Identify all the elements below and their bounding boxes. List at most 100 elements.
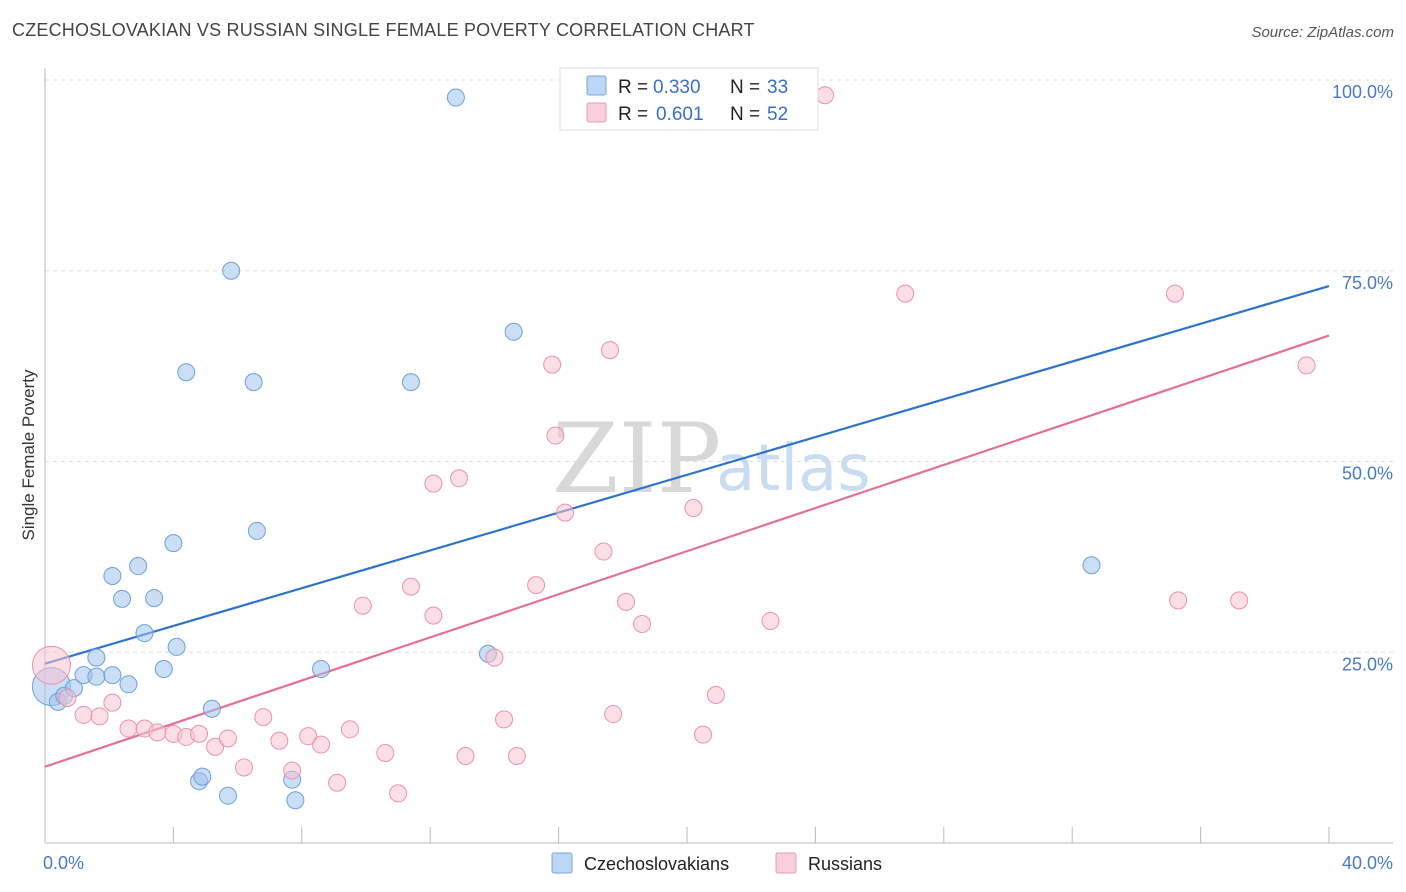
point-russians-46 xyxy=(816,86,835,105)
point-czechoslovakians-10 xyxy=(113,589,132,608)
trend-line-czechoslovakians xyxy=(44,284,1330,665)
y-tick-labels: 25.0% 50.0% 75.0% 100.0% xyxy=(1332,82,1393,674)
point-russians-28 xyxy=(456,747,475,766)
legend-swatch-russians xyxy=(586,102,607,123)
point-russians-39 xyxy=(617,592,636,611)
point-russians-25 xyxy=(424,606,443,625)
point-czechoslovakians-8 xyxy=(119,675,138,694)
legend-n-value-2: 52 xyxy=(767,104,788,125)
point-russians-10 xyxy=(190,724,209,743)
legend-swatch-czechoslovakians xyxy=(586,75,607,96)
point-czechoslovakians-9 xyxy=(103,566,122,585)
point-russians-42 xyxy=(694,725,713,744)
data-points xyxy=(31,86,1316,810)
point-czechoslovakians-13 xyxy=(145,589,164,608)
point-czechoslovakians-23 xyxy=(244,373,263,392)
point-russians-21 xyxy=(353,596,372,615)
stats-legend: R = 0.330 N = 33 R = 0.601 N = 52 xyxy=(559,67,819,131)
series-swatch-czechoslovakians xyxy=(551,852,573,874)
point-russians-17 xyxy=(299,727,318,746)
grid-lines xyxy=(45,79,1393,653)
point-czechoslovakians-11 xyxy=(129,557,148,576)
point-russians-22 xyxy=(376,743,395,762)
point-czechoslovakians-18 xyxy=(202,699,221,718)
point-czechoslovakians-22 xyxy=(222,261,241,280)
point-czechoslovakians-24 xyxy=(247,521,266,540)
point-czechoslovakians-20 xyxy=(193,767,212,786)
point-russians-49 xyxy=(1169,591,1188,610)
point-czechoslovakians-27 xyxy=(312,660,331,679)
point-czechoslovakians-6 xyxy=(87,648,106,667)
point-russians-33 xyxy=(543,355,562,374)
point-czechoslovakians-7 xyxy=(103,666,122,685)
point-russians-12 xyxy=(218,729,237,748)
point-russians-31 xyxy=(507,747,526,766)
point-russians-13 xyxy=(235,758,254,777)
point-russians-51 xyxy=(1297,356,1316,375)
point-russians-48 xyxy=(1165,284,1184,303)
source-label: Source: ZipAtlas.com xyxy=(1251,24,1394,41)
y-tick-label-50: 50.0% xyxy=(1342,464,1393,484)
x-ticks xyxy=(172,827,1330,843)
point-czechoslovakians-31 xyxy=(504,322,523,341)
point-czechoslovakians-28 xyxy=(401,373,420,392)
point-russians-19 xyxy=(328,773,347,792)
point-russians-4 xyxy=(103,693,122,712)
point-russians-7 xyxy=(148,723,167,742)
point-russians-14 xyxy=(254,708,273,727)
point-russians-41 xyxy=(684,499,703,518)
point-czechoslovakians-12 xyxy=(135,624,154,643)
point-russians-2 xyxy=(74,705,93,724)
watermark-zip: ZIP xyxy=(552,403,721,515)
y-tick-label-100: 100.0% xyxy=(1332,82,1393,102)
point-russians-36 xyxy=(594,542,613,561)
point-russians-26 xyxy=(424,474,443,493)
legend-r-value-2: 0.601 xyxy=(656,104,704,125)
point-russians-34 xyxy=(546,426,565,445)
point-russians-38 xyxy=(604,705,623,724)
point-russians-30 xyxy=(495,710,514,729)
point-czechoslovakians-15 xyxy=(164,534,183,553)
legend-r-value-1: 0.330 xyxy=(653,77,701,98)
axes xyxy=(44,68,1393,844)
point-russians-43 xyxy=(706,685,725,704)
point-russians-37 xyxy=(600,341,619,360)
chart-title: CZECHOSLOVAKIAN VS RUSSIAN SINGLE FEMALE… xyxy=(12,20,755,40)
point-russians-50 xyxy=(1230,591,1249,610)
point-russians-47 xyxy=(896,284,915,303)
y-tick-label-25: 25.0% xyxy=(1342,654,1393,674)
point-czechoslovakians-17 xyxy=(177,363,196,382)
point-russians-29 xyxy=(485,648,504,667)
point-russians-1 xyxy=(58,689,77,708)
point-czechoslovakians-29 xyxy=(446,88,465,107)
point-russians-18 xyxy=(312,735,331,754)
point-czechoslovakians-26 xyxy=(286,791,305,810)
series-legend: Czechoslovakians Russians xyxy=(551,852,882,874)
point-russians-40 xyxy=(633,615,652,634)
legend-r-label-2: R = xyxy=(618,104,648,125)
point-russians-11 xyxy=(206,737,225,756)
legend-r-label-1: R = xyxy=(618,77,648,98)
point-russians-44 xyxy=(761,611,780,630)
point-czechoslovakians-21 xyxy=(218,786,237,805)
y-tick-label-75: 75.0% xyxy=(1342,273,1393,293)
legend-n-label-1: N = xyxy=(730,77,760,98)
x-tick-label-left: 0.0% xyxy=(43,853,84,873)
point-russians-15 xyxy=(270,731,289,750)
point-russians-23 xyxy=(389,784,408,803)
legend-n-value-1: 33 xyxy=(767,77,788,98)
point-russians-5 xyxy=(119,719,138,738)
watermark: ZIP atlas xyxy=(552,403,871,515)
series-label-czechoslovakians: Czechoslovakians xyxy=(584,854,729,874)
point-russians-16 xyxy=(283,761,302,780)
point-russians-24 xyxy=(401,577,420,596)
point-russians-0 xyxy=(31,645,71,685)
point-russians-20 xyxy=(340,720,359,739)
point-czechoslovakians-16 xyxy=(167,637,186,656)
series-label-russians: Russians xyxy=(808,854,882,874)
trend-lines xyxy=(44,284,1330,768)
legend-n-label-2: N = xyxy=(730,104,760,125)
point-russians-27 xyxy=(450,469,469,488)
point-russians-3 xyxy=(90,707,109,726)
